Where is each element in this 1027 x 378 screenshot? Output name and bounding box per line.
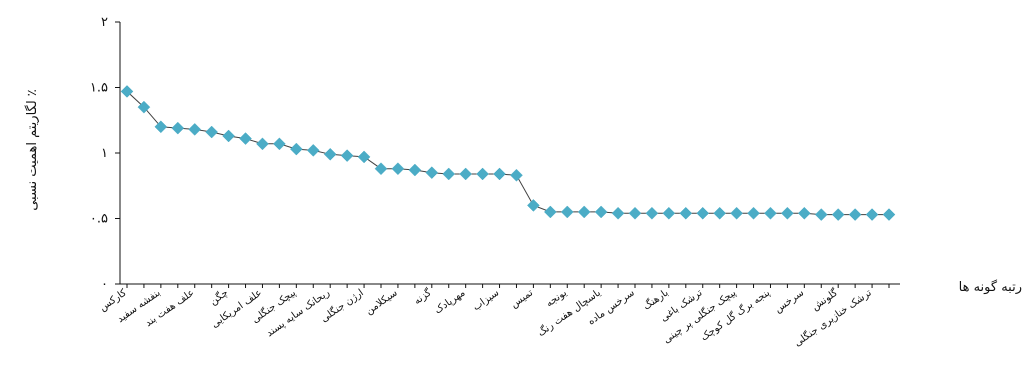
data-point [696,206,710,220]
x-tick-label: سیکلامن [364,287,400,317]
series-line [126,91,889,216]
data-point [679,206,693,220]
x-tick-label: گزنه [412,286,434,307]
data-point [493,167,506,181]
y-tick-label: ۲ [101,15,108,30]
data-point [239,132,252,145]
data-point [781,206,794,220]
data-point [425,166,439,180]
data-point [171,121,185,135]
data-point [137,100,151,114]
data-point [289,142,303,156]
x-tick-label: مهرپادک [433,287,468,316]
data-point [797,206,811,220]
data-point [865,208,879,221]
x-tick-label: سرخس [773,287,806,315]
x-tick-label: تمیس [509,287,535,310]
data-point [323,147,337,161]
data-point [442,167,456,181]
x-tick-label: یونجه [544,287,569,309]
data-point [543,205,557,219]
data-point [560,205,574,219]
data-point [527,199,540,212]
data-point [357,150,371,164]
data-point [831,208,845,221]
data-point [391,162,405,176]
data-point [814,208,828,221]
y-tick-label: ۱.۵ [90,81,108,96]
y-tick-label: ۰ [101,277,108,292]
data-point [459,167,473,181]
data-point [154,120,168,134]
series [120,85,896,221]
data-point [205,125,219,139]
data-point [645,206,659,220]
data-point [611,206,625,220]
data-point [306,144,320,157]
data-point [374,162,388,176]
y-tick-label: ۱ [101,146,108,161]
data-point [764,206,777,220]
data-point [577,205,591,219]
data-point [273,137,286,151]
y-tick-label: ۰.۵ [90,212,108,227]
data-point [882,208,896,221]
data-point [713,206,727,220]
data-point [747,206,760,220]
data-point [256,137,269,151]
data-point [222,129,235,143]
data-point [848,208,862,221]
x-tick-label: بارهنگ [641,287,671,313]
y-ticks: ۰ ۰.۵ ۱ ۱.۵ ۲ [90,15,120,292]
data-point [340,149,354,162]
data-point [476,167,489,181]
y-axis-title: لگاریتم اهمیت نسبی ٪ [24,89,40,211]
x-tick-label: چگن [208,287,231,308]
data-point [510,168,523,182]
data-point [408,163,422,177]
x-tick-label: سیزاب [471,287,501,313]
data-point [120,85,134,98]
data-point [662,206,676,220]
data-point [628,206,642,220]
data-point [730,206,743,220]
data-point [188,123,202,136]
axes [119,22,900,285]
data-point [594,205,608,219]
x-axis-title: رتبه گونه ها [959,279,1022,295]
